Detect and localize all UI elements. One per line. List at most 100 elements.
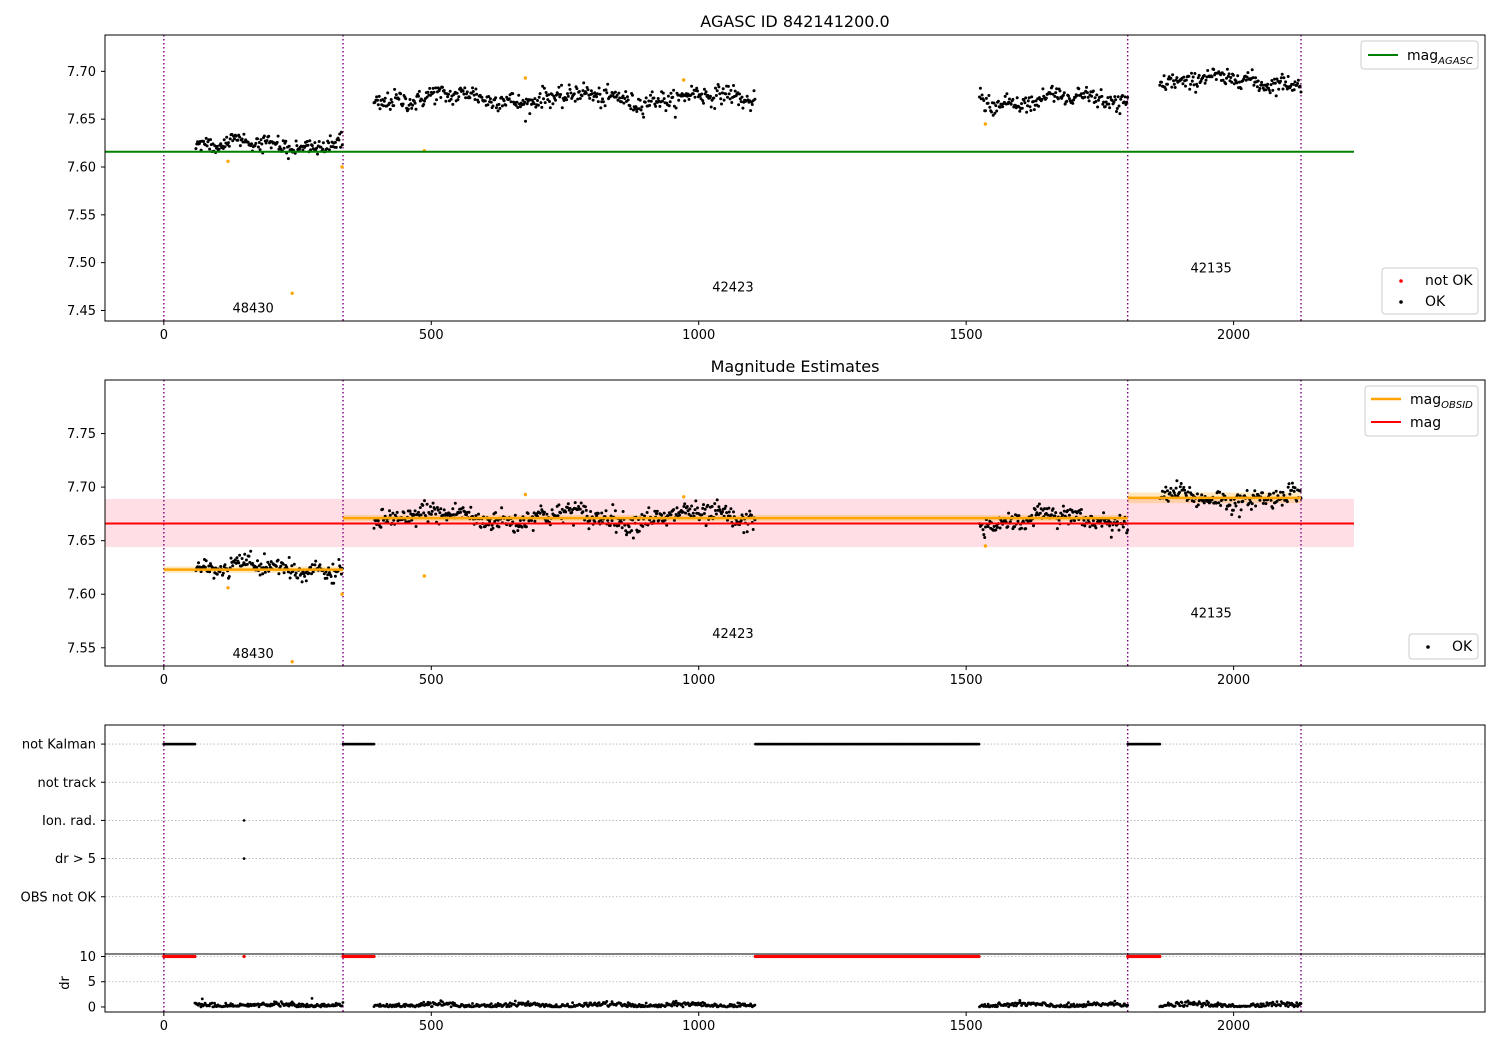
data-point-ok bbox=[516, 106, 520, 109]
data-point-ok bbox=[439, 96, 443, 99]
dr-point bbox=[509, 1004, 513, 1008]
data-point-ok bbox=[262, 134, 266, 138]
data-point-ok bbox=[500, 506, 504, 510]
data-point-ok bbox=[222, 138, 226, 142]
data-point-ok bbox=[538, 511, 542, 515]
data-point-ok bbox=[695, 86, 699, 90]
data-point-ok bbox=[1169, 486, 1173, 490]
data-point-ok bbox=[724, 92, 728, 96]
data-point-ok bbox=[524, 525, 528, 529]
data-point-ok bbox=[483, 99, 487, 103]
data-point-ok bbox=[514, 103, 518, 107]
data-point-ok bbox=[219, 142, 223, 146]
data-point-ok bbox=[606, 519, 610, 522]
data-point-ok bbox=[1025, 110, 1029, 114]
data-point-ok bbox=[517, 93, 521, 97]
data-point-ok bbox=[1169, 76, 1173, 80]
data-point-ok bbox=[1244, 78, 1248, 82]
data-point-ok bbox=[1275, 77, 1279, 81]
data-point-ok bbox=[1182, 485, 1186, 489]
data-point-ok bbox=[328, 134, 332, 138]
dr-point bbox=[422, 1000, 426, 1004]
data-point-ok bbox=[709, 105, 713, 109]
legend-not-ok-label: not OK bbox=[1425, 273, 1473, 289]
data-point-ok bbox=[559, 93, 563, 96]
data-point-ok bbox=[498, 106, 502, 110]
data-point-ok bbox=[573, 99, 577, 103]
data-point-ok bbox=[376, 98, 379, 102]
data-point-ok bbox=[1062, 91, 1066, 95]
dr-point bbox=[208, 1004, 211, 1008]
data-point-ok bbox=[449, 97, 453, 101]
x-tick-label: 0 bbox=[160, 328, 168, 343]
data-point-ok bbox=[227, 141, 230, 145]
data-point-ok bbox=[250, 142, 254, 146]
data-point-outlier bbox=[290, 660, 294, 664]
data-point-ok bbox=[1066, 509, 1070, 512]
flag-point bbox=[242, 857, 246, 860]
data-point-ok bbox=[1179, 482, 1183, 485]
data-point-ok bbox=[642, 115, 646, 119]
data-point-ok bbox=[259, 562, 263, 566]
panel-dr-frame bbox=[104, 953, 1486, 1013]
dr-point bbox=[340, 1004, 344, 1008]
data-point-ok bbox=[637, 529, 641, 533]
data-point-ok bbox=[978, 86, 982, 90]
data-point-ok bbox=[690, 84, 694, 88]
data-point-ok bbox=[1071, 101, 1075, 105]
data-point-ok bbox=[625, 531, 629, 534]
data-point-ok bbox=[672, 508, 676, 512]
dr-point bbox=[1261, 1002, 1265, 1006]
data-point-ok bbox=[1097, 98, 1100, 102]
data-point-ok bbox=[1288, 492, 1292, 496]
data-point-ok bbox=[542, 97, 545, 101]
flag-point bbox=[193, 742, 197, 746]
data-point-ok bbox=[391, 511, 395, 515]
data-point-ok bbox=[1085, 91, 1089, 95]
data-point-ok bbox=[234, 134, 238, 138]
data-point-ok bbox=[1020, 526, 1023, 530]
data-point-ok bbox=[337, 558, 341, 561]
data-point-ok bbox=[663, 518, 667, 522]
data-point-ok bbox=[457, 95, 461, 99]
data-point-ok bbox=[1088, 525, 1092, 529]
data-point-ok bbox=[340, 143, 344, 147]
data-point-ok bbox=[1275, 499, 1279, 503]
data-point-ok bbox=[521, 98, 525, 102]
data-point-ok bbox=[1279, 79, 1282, 83]
data-point-ok bbox=[227, 144, 231, 148]
data-point-ok bbox=[472, 93, 476, 97]
data-point-ok bbox=[507, 97, 511, 101]
data-point-ok bbox=[213, 144, 217, 148]
data-point-ok bbox=[1118, 513, 1122, 517]
data-point-ok bbox=[726, 95, 729, 99]
data-point-ok bbox=[1026, 520, 1030, 524]
data-point-ok bbox=[724, 504, 728, 508]
data-point-ok bbox=[496, 109, 500, 113]
dr-point bbox=[1067, 1001, 1070, 1005]
data-point-ok bbox=[1229, 498, 1233, 502]
data-point-ok bbox=[531, 529, 535, 532]
data-point-ok bbox=[1067, 513, 1071, 517]
dr-point bbox=[310, 997, 314, 1000]
data-point-ok bbox=[1069, 519, 1073, 523]
dr-point bbox=[277, 1002, 281, 1006]
data-point-ok bbox=[1079, 511, 1082, 515]
data-point-ok bbox=[1236, 493, 1240, 497]
data-point-ok bbox=[1083, 95, 1087, 99]
data-point-ok bbox=[1269, 83, 1273, 87]
data-point-ok bbox=[1170, 85, 1174, 89]
data-point-ok bbox=[641, 112, 645, 116]
data-point-ok bbox=[616, 98, 620, 102]
data-point-ok bbox=[421, 503, 425, 507]
data-point-ok bbox=[337, 138, 341, 142]
data-point-ok bbox=[706, 503, 710, 507]
data-point-ok bbox=[1026, 104, 1029, 108]
data-point-ok bbox=[281, 139, 285, 143]
data-point-ok bbox=[1298, 84, 1302, 88]
data-point-ok bbox=[1117, 104, 1121, 108]
data-point-ok bbox=[1280, 72, 1284, 76]
x-tick-label: 1000 bbox=[682, 328, 715, 343]
data-point-ok bbox=[1197, 73, 1201, 77]
